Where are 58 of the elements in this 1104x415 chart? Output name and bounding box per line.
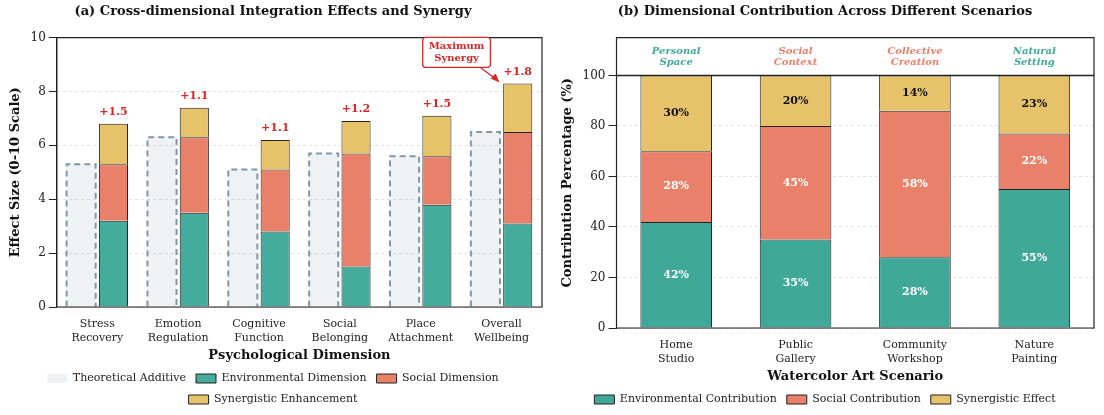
chart-title: (a) Cross-dimensional Integration Effects and Synergy xyxy=(74,3,472,19)
legend-label: Social Contribution xyxy=(812,392,921,406)
data-label: 30% xyxy=(663,106,690,120)
legend-label: Synergistic Enhancement xyxy=(214,392,359,406)
y-tick-label: 4 xyxy=(38,191,47,206)
x-tick-label: Overall Wellbeing xyxy=(473,317,530,344)
legend-label: Environmental Contribution xyxy=(619,392,777,406)
y-tick-label: 80 xyxy=(590,118,606,133)
y-tick-label: 10 xyxy=(30,29,46,44)
y-tick-label: 60 xyxy=(590,168,606,183)
x-tick-label: Place Attachment xyxy=(387,317,454,344)
x-tick-label: Stress Recovery xyxy=(71,317,124,344)
y-tick-label: 2 xyxy=(38,245,46,260)
chart-title: (b) Dimensional Contribution Across Different Scenarios xyxy=(617,3,1033,19)
x-tick-label: Home Studio xyxy=(658,338,695,365)
x-axis-title: Psychological Dimension xyxy=(208,346,392,362)
data-label: +1.5 xyxy=(99,105,128,119)
y-axis-title: Effect Size (0-10 Scale) xyxy=(7,87,23,258)
data-label: 58% xyxy=(902,176,929,190)
y-axis-title: Contribution Percentage (%) xyxy=(559,78,575,288)
legend-label: Social Dimension xyxy=(402,371,499,385)
legend-label: Synergistic Effect xyxy=(956,392,1057,406)
data-label: 28% xyxy=(663,179,690,193)
y-tick-label: 6 xyxy=(38,137,46,152)
y-tick-label: 0 xyxy=(597,320,606,335)
y-tick-label: 40 xyxy=(590,219,606,234)
y-tick-label: 20 xyxy=(590,269,606,284)
y-tick-label: 8 xyxy=(38,83,46,98)
data-label: 42% xyxy=(663,267,690,281)
legend-label: Theoretical Additive xyxy=(72,371,186,385)
data-label: 55% xyxy=(1021,251,1048,265)
x-tick-label: Emotion Regulation xyxy=(147,317,209,344)
data-label: 28% xyxy=(902,285,929,299)
x-tick-label: Nature Painting xyxy=(1011,338,1058,365)
x-tick-label: Cognitive Function xyxy=(232,317,286,344)
annotation: Natural Setting xyxy=(1011,44,1057,67)
annotation: Maximum Synergy xyxy=(428,39,485,63)
data-label: +1.2 xyxy=(341,102,371,116)
data-label: 35% xyxy=(782,276,809,290)
annotation: Collective Creation xyxy=(887,44,943,67)
data-label: +1.1 xyxy=(261,121,290,135)
data-label: +1.1 xyxy=(180,89,209,102)
x-tick-label: Community Workshop xyxy=(882,338,948,365)
annotation: Social Context xyxy=(773,44,818,67)
x-axis-title: Watercolor Art Scenario xyxy=(766,367,944,383)
data-label: 14% xyxy=(902,86,929,100)
x-tick-label: Public Gallery xyxy=(775,338,817,365)
y-tick-label: 0 xyxy=(38,299,46,314)
data-label: 22% xyxy=(1021,154,1048,168)
data-label: 23% xyxy=(1021,97,1048,111)
y-tick-label: 100 xyxy=(582,67,606,82)
x-tick-label: Social Belonging xyxy=(311,317,369,344)
data-label: 45% xyxy=(782,175,809,189)
data-label: +1.5 xyxy=(422,97,452,111)
data-label: 20% xyxy=(782,93,809,107)
legend-label: Environmental Dimension xyxy=(221,371,367,385)
data-label: +1.8 xyxy=(503,64,533,78)
annotation: Personal Space xyxy=(650,44,701,67)
